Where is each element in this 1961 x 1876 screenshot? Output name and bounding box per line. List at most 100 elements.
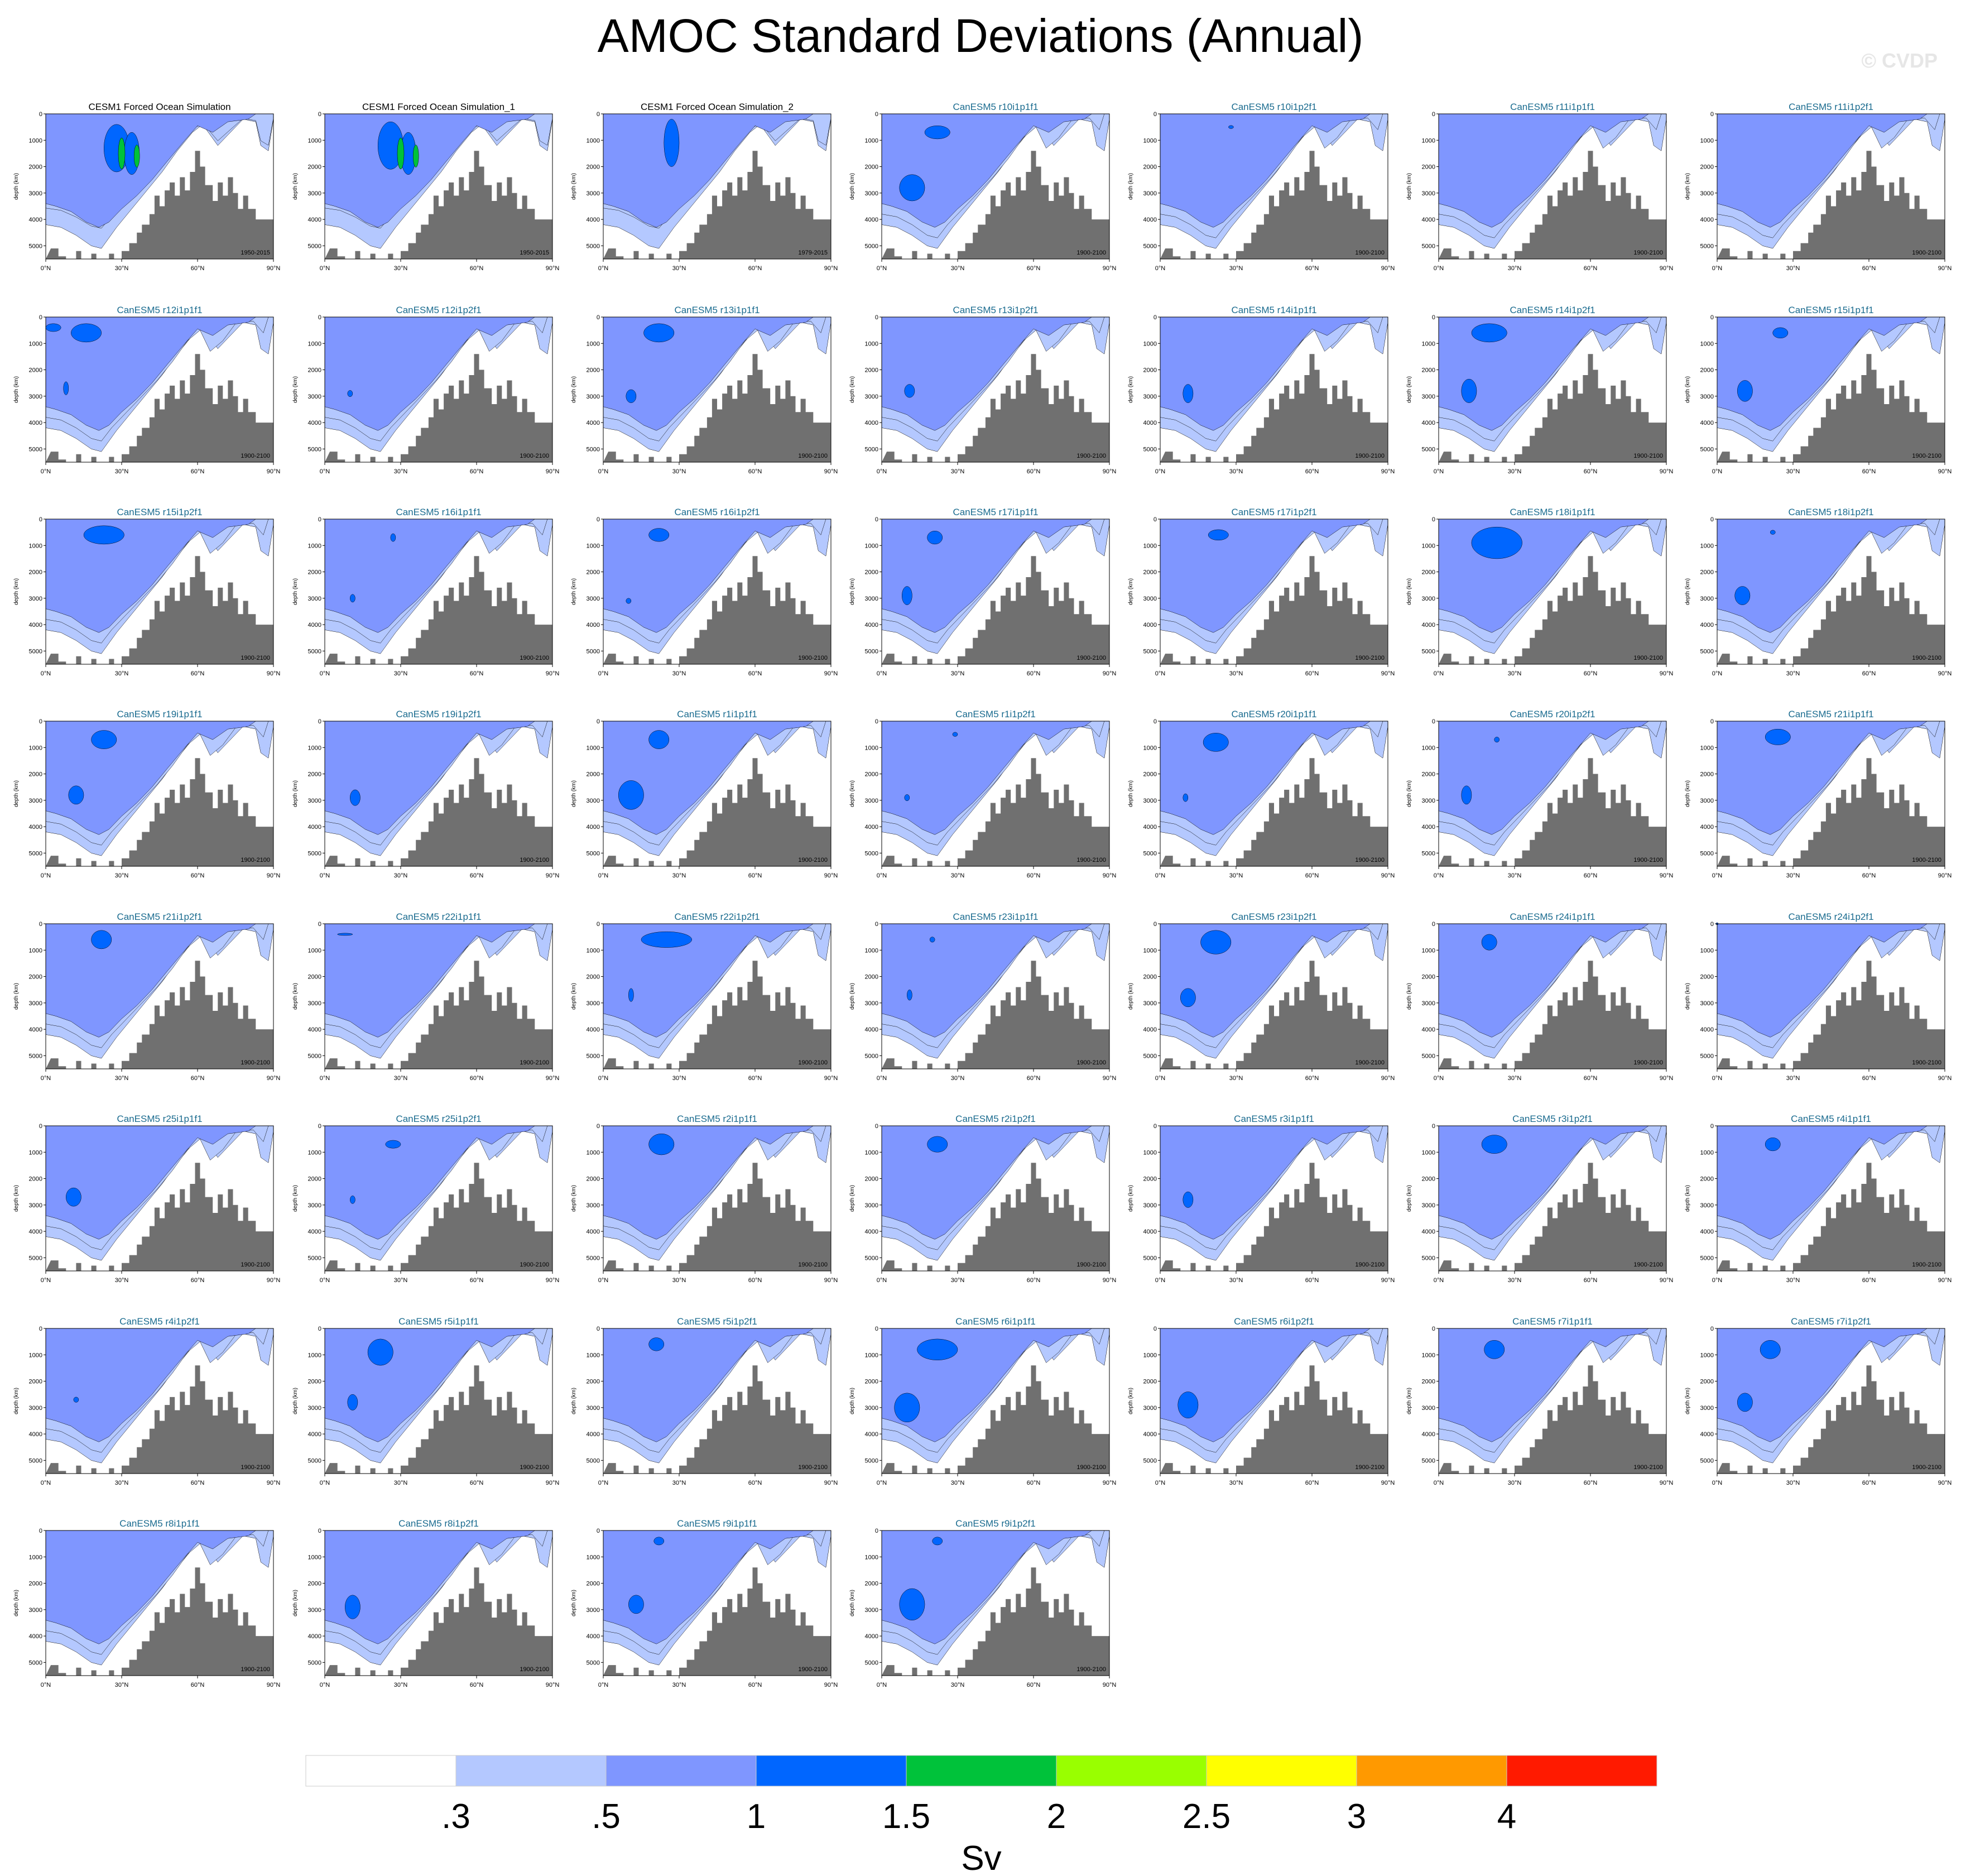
panel-period: 1900-2100 xyxy=(520,453,549,459)
panel-15: CanESM5 r16i1p1f1 1900-2100 1000 2000 3000 40… xyxy=(290,507,559,699)
panel-period: 1900-2100 xyxy=(520,655,549,661)
panel-title: CanESM5 r21i1p2f1 xyxy=(117,911,202,922)
panel-svg: CanESM5 r25i1p2f1 1900-2100 1000 2000 3000 40… xyxy=(292,1114,559,1284)
x-tick-label: 60°N xyxy=(1305,1480,1319,1486)
plot-frame xyxy=(1160,113,1388,260)
contour-level-1 xyxy=(345,1595,361,1619)
y-tick-label: 1000 xyxy=(308,947,321,954)
y-tick-label: 3000 xyxy=(1422,1202,1435,1209)
y-tick-label: 5000 xyxy=(587,1053,600,1059)
plot-frame xyxy=(1717,923,1945,1069)
x-tick-label: 90°N xyxy=(1660,265,1674,272)
contour-level-0.5-fill xyxy=(881,1530,1093,1644)
y-tick-label: 5000 xyxy=(865,1457,878,1464)
contour-level-0.5-fill xyxy=(603,519,814,633)
y-tick-label: 2000 xyxy=(587,367,600,374)
bathymetry xyxy=(46,1567,273,1676)
bathymetry xyxy=(1439,556,1666,664)
y-tick-label: 2000 xyxy=(587,1176,600,1183)
plot-frame xyxy=(1160,1328,1388,1474)
panel-period: 1900-2100 xyxy=(798,1059,828,1066)
colorbar-tick-label: 1.5 xyxy=(882,1797,930,1836)
plot-frame xyxy=(603,519,831,665)
x-tick-label: 60°N xyxy=(191,872,205,879)
panel-svg: CESM1 Forced Ocean Simulation 1950-2015 10… xyxy=(13,102,280,272)
y-tick-label: 1000 xyxy=(1143,340,1157,347)
y-tick-label: 0 xyxy=(1153,718,1157,725)
panel-title: CanESM5 r23i1p2f1 xyxy=(1231,911,1316,922)
panel-period: 1900-2100 xyxy=(520,857,549,863)
panel-31: CanESM5 r23i1p1f1 1900-2100 1000 2000 3000 40… xyxy=(847,911,1116,1104)
contour-level-1 xyxy=(385,1140,401,1149)
y-axis-label: depth (km) xyxy=(1406,376,1412,403)
contour-level-0.5-fill xyxy=(603,113,814,228)
x-tick-label: 90°N xyxy=(824,1075,838,1082)
panel-title: CanESM5 r1i1p2f1 xyxy=(955,709,1036,719)
x-tick-label: 0°N xyxy=(1155,1075,1166,1082)
panel-30: CanESM5 r22i1p2f1 1900-2100 1000 2000 3000 40… xyxy=(569,911,838,1104)
y-axis-label: depth (km) xyxy=(849,578,855,605)
panel-title: CanESM5 r6i1p1f1 xyxy=(955,1316,1036,1327)
y-tick-label: 0 xyxy=(1153,1123,1157,1130)
x-tick-label: 30°N xyxy=(672,468,686,475)
x-tick-label: 0°N xyxy=(1434,1075,1444,1082)
panel-title: CanESM5 r14i1p1f1 xyxy=(1231,305,1316,315)
y-tick-label: 1000 xyxy=(1700,340,1714,347)
panel-title: CanESM5 r5i1p1f1 xyxy=(398,1316,479,1327)
panel-svg: CanESM5 r24i1p1f1 1900-2100 1000 2000 3000 40… xyxy=(1406,911,1673,1082)
y-tick-label: 1000 xyxy=(308,137,321,144)
panel-36: CanESM5 r25i1p2f1 1900-2100 1000 2000 3000 40… xyxy=(290,1114,559,1306)
y-tick-label: 5000 xyxy=(1700,1255,1714,1261)
colorbar-segment xyxy=(756,1755,907,1787)
panel-svg: CanESM5 r25i1p1f1 1900-2100 1000 2000 3000 40… xyxy=(13,1114,280,1284)
bathymetry xyxy=(603,151,831,259)
x-tick-label: 60°N xyxy=(1862,1277,1876,1284)
plot-frame xyxy=(45,721,274,867)
bathymetry xyxy=(1717,556,1945,664)
panel-svg: CanESM5 r17i1p1f1 1900-2100 1000 2000 3000 40… xyxy=(849,507,1116,677)
contour-level-0.5-fill xyxy=(1160,519,1371,633)
contour-level-1 xyxy=(648,730,670,749)
y-tick-label: 2000 xyxy=(1143,367,1157,374)
x-tick-label: 60°N xyxy=(1584,468,1598,475)
y-tick-label: 1000 xyxy=(1422,340,1435,347)
x-tick-label: 90°N xyxy=(824,670,838,677)
contour-level-1 xyxy=(63,381,69,395)
x-tick-label: 60°N xyxy=(1305,872,1319,879)
panel-svg: CESM1 Forced Ocean Simulation_2 1979-2015… xyxy=(571,102,838,272)
y-tick-label: 2000 xyxy=(1422,1379,1435,1385)
x-tick-label: 60°N xyxy=(1027,1682,1041,1688)
y-tick-label: 4000 xyxy=(1422,420,1435,426)
y-axis-label: depth (km) xyxy=(1685,578,1691,605)
x-tick-label: 0°N xyxy=(41,1075,51,1082)
y-axis-label: depth (km) xyxy=(1128,983,1134,1010)
bathymetry xyxy=(1439,1163,1666,1271)
y-tick-label: 4000 xyxy=(29,1026,42,1033)
panel-svg: CanESM5 r19i1p2f1 1900-2100 1000 2000 3000 40… xyxy=(292,709,559,879)
y-tick-label: 5000 xyxy=(865,243,878,250)
y-tick-label: 0 xyxy=(597,111,600,118)
x-tick-label: 30°N xyxy=(1786,1480,1800,1486)
y-tick-label: 2000 xyxy=(1700,1379,1714,1385)
panel-svg: CanESM5 r1i1p1f1 1900-2100 1000 2000 3000 400… xyxy=(571,709,838,879)
panel-svg: CanESM5 r14i1p1f1 1900-2100 1000 2000 3000 40… xyxy=(1128,305,1395,475)
bathymetry xyxy=(46,1163,273,1271)
x-tick-label: 90°N xyxy=(1938,468,1952,475)
y-tick-label: 0 xyxy=(1710,111,1714,118)
y-tick-label: 2000 xyxy=(1700,771,1714,778)
x-tick-label: 30°N xyxy=(951,670,965,677)
x-tick-label: 60°N xyxy=(748,1480,762,1486)
y-tick-label: 2000 xyxy=(29,1176,42,1183)
contour-level-0.5-fill xyxy=(881,1125,1093,1240)
y-axis-label: depth (km) xyxy=(571,1185,577,1212)
x-tick-label: 90°N xyxy=(267,1075,281,1082)
y-tick-label: 5000 xyxy=(1422,648,1435,655)
y-axis-label: depth (km) xyxy=(1685,983,1691,1010)
contour-level-0.5-fill xyxy=(881,113,1093,228)
y-tick-label: 3000 xyxy=(865,1000,878,1007)
y-tick-label: 1000 xyxy=(1422,947,1435,954)
y-tick-label: 2000 xyxy=(308,1379,321,1385)
x-tick-label: 30°N xyxy=(1508,468,1522,475)
x-tick-label: 60°N xyxy=(748,468,762,475)
x-tick-label: 30°N xyxy=(951,1075,965,1082)
